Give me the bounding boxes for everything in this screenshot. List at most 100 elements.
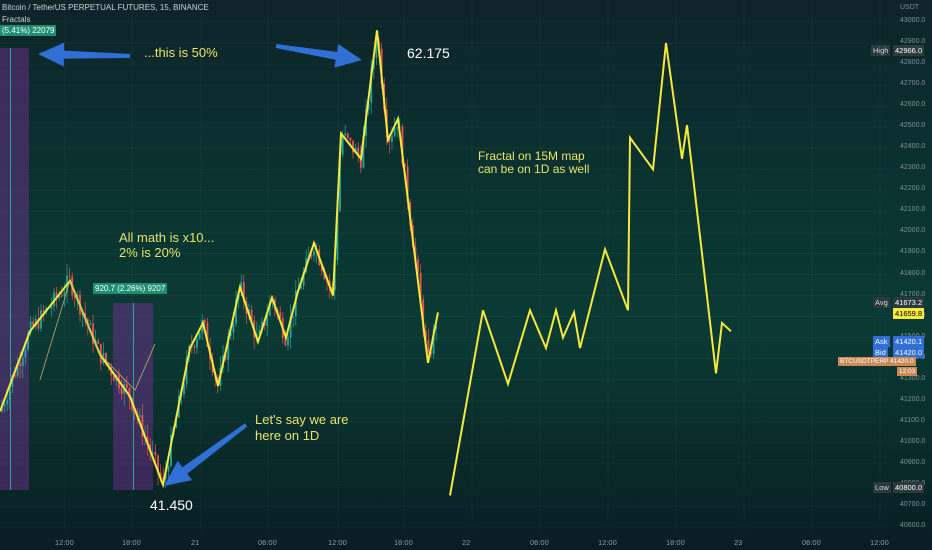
candle-body: [258, 330, 261, 334]
price-tick: 40900.0: [900, 458, 926, 466]
candle-body: [99, 343, 102, 364]
indicator-label[interactable]: Fractals: [2, 15, 31, 24]
candle-body: [359, 155, 362, 168]
measure-tag-top: (5.41%) 22079: [0, 25, 57, 36]
symbol-price-tag: BTCUSDTPERP 41420.0: [838, 357, 916, 366]
candle-body: [105, 352, 107, 363]
range-box: [0, 48, 29, 490]
arrow-down-left: [163, 423, 248, 487]
candle-body: [138, 415, 141, 417]
candle-body: [320, 265, 323, 272]
price-tick: 41200.0: [900, 395, 926, 403]
price-tick: 41300.0: [900, 374, 926, 382]
high-tag: High: [871, 45, 891, 56]
annotation-fractal-2: can be on 1D as well: [478, 162, 590, 176]
candle-body: [63, 292, 66, 297]
candle-body: [349, 137, 352, 141]
candle-body: [362, 135, 365, 168]
candle-body: [206, 322, 209, 347]
candle-body: [224, 355, 227, 360]
candle-body: [146, 436, 149, 445]
candle-body: [16, 363, 19, 377]
candle-body: [27, 333, 29, 350]
candle-body: [167, 466, 170, 472]
candle-body: [21, 357, 24, 366]
candle-body: [6, 400, 9, 404]
candle-body: [55, 292, 58, 298]
candle-body: [417, 259, 419, 274]
candle-body: [29, 321, 32, 334]
fractal-line-2: [449, 42, 732, 496]
candle-body: [406, 166, 409, 203]
candle-body: [76, 294, 79, 298]
price-tick: 41100.0: [900, 416, 925, 424]
candle-body: [203, 319, 206, 323]
candle-body: [432, 328, 435, 354]
arrow-left: [38, 42, 131, 67]
candle-body: [24, 349, 27, 358]
arrow-right: [275, 43, 363, 68]
candle-body: [292, 316, 295, 318]
candle-body: [391, 136, 393, 142]
fractal-overlay: [39, 279, 156, 391]
annotation-lets-1: Let's say we are: [255, 412, 349, 427]
price-tick: 42400.0: [900, 143, 926, 151]
candle-body: [357, 147, 360, 156]
candle-body: [229, 332, 232, 336]
price-tick: 42700.0: [900, 80, 926, 88]
time-tick: 12:00: [328, 538, 347, 547]
time-tick: 06:00: [802, 538, 821, 547]
price-tick: 42200.0: [900, 185, 926, 193]
candle-body: [170, 435, 172, 467]
candle-body: [125, 383, 128, 388]
price-tick: 40600.0: [900, 522, 926, 529]
candle-body: [227, 335, 230, 360]
candle-body: [401, 126, 404, 164]
candle-body: [339, 154, 341, 212]
price-tick: 42900.0: [900, 38, 926, 46]
candle-body: [183, 383, 185, 394]
time-tick: 23: [734, 538, 743, 547]
low-price: 40800.0: [893, 482, 925, 493]
annotation-fractal-1: Fractal on 15M map: [478, 149, 585, 163]
annotation-math-2: 2% is 20%: [119, 245, 181, 260]
candle-body: [323, 271, 326, 280]
candle-body: [19, 363, 22, 366]
time-tick: 12:00: [55, 538, 74, 547]
candle-body: [185, 357, 188, 384]
candle-body: [198, 332, 201, 340]
candle-body: [157, 455, 159, 473]
price-tick: 42100.0: [900, 206, 926, 214]
candle-body: [159, 472, 162, 478]
high-price: 42966.0: [893, 45, 925, 56]
candle-body: [302, 271, 305, 286]
candle-body: [352, 140, 354, 153]
candle-body: [393, 127, 396, 137]
price-tick: 42000.0: [900, 227, 926, 235]
candle-body: [287, 337, 289, 346]
annotation-low-value: 41.450: [150, 497, 193, 513]
candle-body: [375, 41, 378, 58]
candle-body: [268, 302, 271, 316]
candle-body: [346, 133, 349, 138]
price-tick: 41800.0: [900, 269, 926, 277]
time-tick: 18:00: [394, 538, 413, 547]
annotation-half: ...this is 50%: [144, 45, 218, 60]
time-tick: 12:00: [870, 538, 889, 547]
candle-body: [14, 375, 16, 377]
candle-body: [60, 295, 63, 297]
candle-body: [396, 127, 399, 129]
avg-price: 41673.2: [893, 297, 925, 308]
candle-body: [300, 285, 302, 289]
time-tick: 06:00: [258, 538, 277, 547]
candle-body: [284, 337, 287, 346]
candle-body: [73, 295, 76, 298]
candle-body: [354, 147, 357, 153]
time-tick: 22: [462, 538, 471, 547]
candle-body: [141, 415, 144, 437]
time-tick: 06:00: [530, 538, 549, 547]
candle-body: [92, 323, 94, 344]
annotation-math-1: All math is x10...: [119, 230, 215, 245]
